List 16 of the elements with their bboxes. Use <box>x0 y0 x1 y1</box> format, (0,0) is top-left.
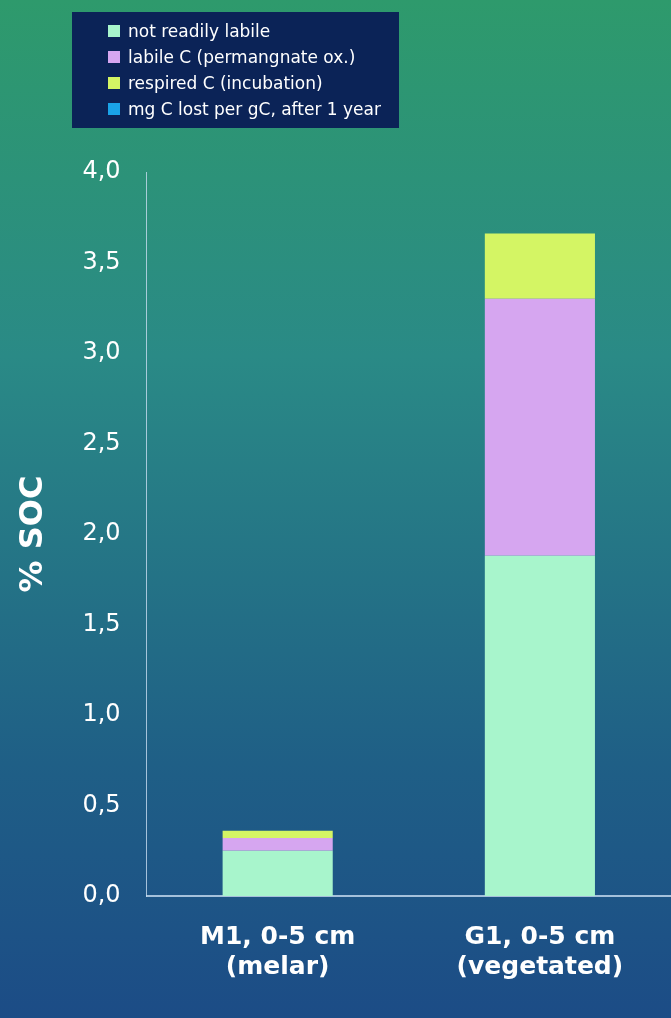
y-tick-label: 0,0 <box>82 880 121 909</box>
y-tick-label: 4,0 <box>82 156 121 185</box>
legend-label: mg C lost per gC, after 1 year <box>128 98 381 121</box>
legend-label: respired C (incubation) <box>128 72 323 95</box>
x-tick-label: M1, 0-5 cm (melar) <box>200 920 356 980</box>
y-tick-label: 0,5 <box>82 789 121 818</box>
legend-label: labile C (permangnate ox.) <box>128 46 356 69</box>
legend-label: not readily labile <box>128 20 271 43</box>
y-tick-label: 1,5 <box>82 608 121 637</box>
y-tick-label: 2,0 <box>82 518 121 547</box>
y-tick-label: 1,0 <box>82 699 121 728</box>
y-tick-label: 3,5 <box>82 246 121 275</box>
y-tick-label: 3,0 <box>82 337 121 366</box>
y-tick-label: 2,5 <box>82 427 121 456</box>
y-axis-title: % SOC <box>11 475 50 593</box>
x-tick-label: G1, 0-5 cm (vegetated) <box>456 920 624 980</box>
